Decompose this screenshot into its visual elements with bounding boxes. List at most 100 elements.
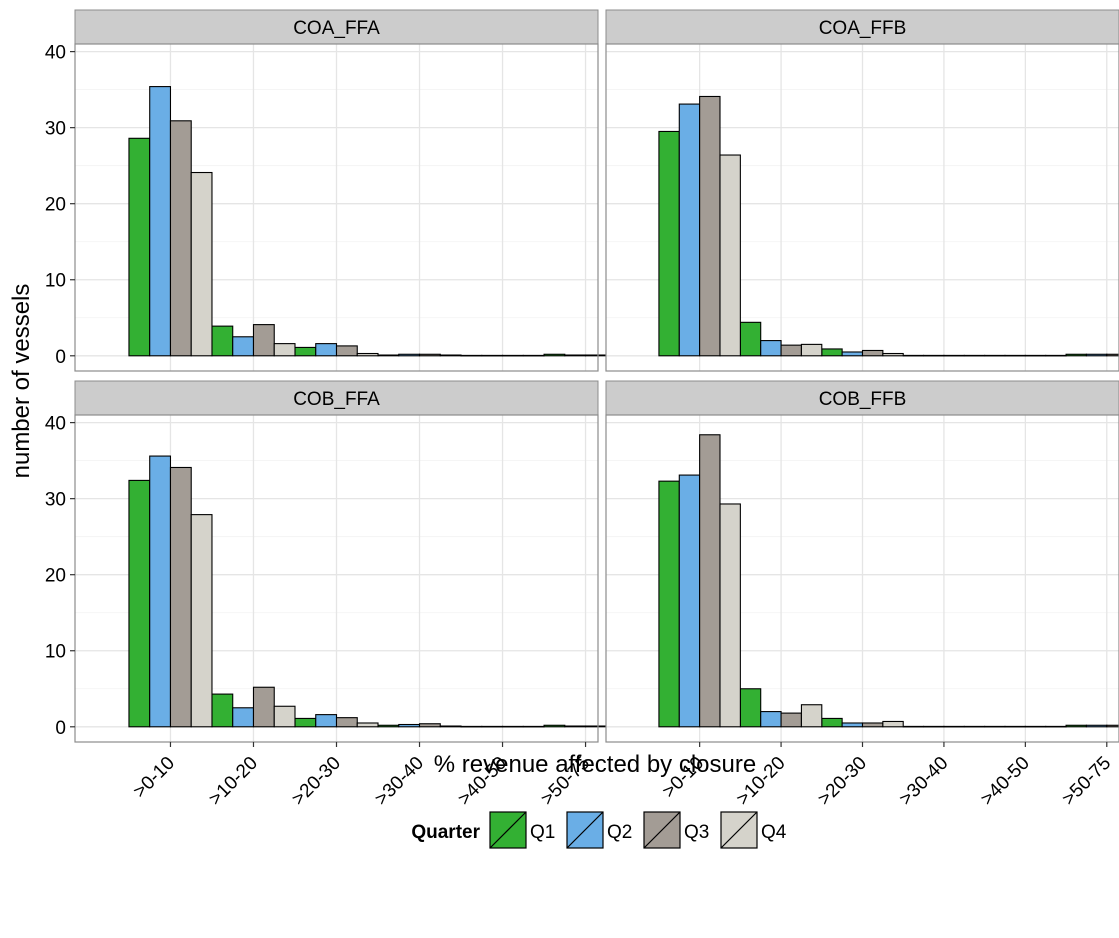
bar-cob-ffb-q1-0-10 [658, 480, 680, 728]
legend-item-q2: Q2 [566, 811, 632, 849]
bar-cob-ffa-q3-0-10 [169, 466, 192, 728]
panel-border-coa-ffb [605, 43, 1119, 372]
bar-cob-ffb-q1-30-40 [902, 725, 925, 728]
bar-cob-ffa-q1-50-75 [543, 724, 566, 728]
y-tick-label: 40 [45, 414, 66, 435]
bar-cob-ffb-q3-30-40 [943, 725, 965, 728]
bar-coa-ffa-q3-10-20 [252, 324, 275, 357]
bar-coa-ffa-q1-40-50 [460, 354, 483, 357]
legend-label-q3: Q3 [684, 822, 709, 843]
bar-cob-ffa-q3-20-30 [335, 717, 358, 728]
strip-coa-ffb [605, 9, 1119, 45]
bar-coa-ffa-q2-30-40 [398, 353, 421, 357]
y-tick-label: 30 [45, 119, 66, 140]
bar-coa-ffb-q4-0-10 [719, 154, 741, 357]
bar-coa-ffa-q4-30-40 [439, 354, 462, 357]
bar-coa-ffb-q3-50-75 [1106, 353, 1119, 357]
bar-coa-ffb-q1-40-50 [984, 354, 1006, 357]
bar-coa-ffb-q4-10-20 [800, 343, 823, 357]
bar-coa-ffa-q1-50-75 [543, 353, 566, 357]
panel-cob-ffa: COB_FFA [74, 380, 628, 743]
y-tick-label: 20 [45, 566, 66, 587]
legend-item-q3: Q3 [643, 811, 709, 849]
bar-cob-ffa-q1-40-50 [460, 725, 483, 728]
legend: Quarter Q1 Q2 Q3 Q4 [411, 811, 787, 849]
bar-cob-ffa-q4-30-40 [439, 725, 462, 728]
legend-label-q4: Q4 [761, 822, 787, 843]
strip-label-coa-ffb: COA_FFB [819, 18, 907, 39]
panel-cob-ffb: COB_FFB [605, 380, 1119, 743]
y-tick-label: 20 [45, 195, 66, 216]
bar-coa-ffb-q4-30-40 [963, 354, 986, 357]
bar-cob-ffa-q2-30-40 [398, 723, 421, 728]
bar-coa-ffb-q2-50-75 [1085, 353, 1108, 357]
bar-cob-ffb-q3-0-10 [699, 434, 721, 728]
panels-layer: COA_FFA COA_FFB COB_FFA COB_FFB [74, 9, 1119, 743]
legend-label-q2: Q2 [607, 822, 632, 843]
bar-coa-ffa-q1-10-20 [211, 325, 234, 357]
bar-coa-ffb-q2-30-40 [923, 354, 945, 357]
strip-label-cob-ffb: COB_FFB [819, 389, 907, 410]
bar-cob-ffa-q4-0-10 [190, 514, 213, 728]
legend-item-q1: Q1 [489, 811, 555, 849]
bar-coa-ffb-q3-0-10 [699, 95, 721, 357]
bar-cob-ffb-q3-20-30 [861, 722, 884, 728]
bar-coa-ffb-q1-20-30 [821, 348, 843, 357]
bar-cob-ffa-q2-10-20 [232, 707, 255, 728]
bar-cob-ffa-q3-30-40 [418, 723, 441, 728]
bars-coa-ffa [128, 86, 628, 357]
bar-cob-ffa-q4-40-50 [522, 725, 545, 728]
bar-coa-ffa-q3-0-10 [169, 120, 192, 357]
bar-coa-ffb-q1-10-20 [739, 321, 762, 357]
bar-coa-ffa-q1-30-40 [377, 354, 400, 357]
bar-coa-ffb-q2-10-20 [760, 340, 782, 357]
bar-cob-ffa-q2-40-50 [481, 725, 504, 728]
bar-coa-ffa-q4-20-30 [356, 352, 379, 357]
legend-title: Quarter [411, 822, 480, 843]
legend-key-slash [643, 811, 681, 849]
x-tick-label: >30-40 [895, 753, 952, 810]
bar-cob-ffa-q4-10-20 [273, 705, 296, 728]
panel-coa-ffb: COA_FFB [605, 9, 1119, 372]
bar-coa-ffa-q2-20-30 [315, 343, 338, 357]
bar-coa-ffa-q1-20-30 [294, 346, 317, 357]
bars-cob-ffb [658, 434, 1119, 728]
bar-cob-ffb-q4-30-40 [963, 725, 986, 728]
bar-cob-ffb-q1-50-75 [1065, 724, 1087, 728]
bar-coa-ffb-q3-30-40 [943, 354, 965, 357]
bar-coa-ffb-q3-20-30 [861, 349, 884, 357]
x-tick-label: >20-30 [288, 753, 345, 810]
bar-cob-ffa-q2-50-75 [564, 725, 587, 728]
bar-cob-ffb-q3-50-75 [1106, 724, 1119, 728]
x-tick-label: >20-30 [814, 753, 871, 810]
bar-coa-ffb-q4-20-30 [882, 352, 904, 357]
bar-cob-ffb-q4-10-20 [800, 704, 823, 728]
bar-cob-ffa-q1-30-40 [377, 724, 400, 728]
bar-coa-ffb-q3-40-50 [1024, 354, 1047, 357]
bar-coa-ffa-q4-10-20 [273, 343, 296, 357]
bar-cob-ffa-q2-0-10 [149, 455, 172, 728]
y-tick-label: 0 [55, 347, 66, 368]
bar-cob-ffb-q1-40-50 [984, 725, 1006, 728]
y-axis-title: number of vessels [8, 284, 35, 479]
legend-key-slash [489, 811, 527, 849]
bar-cob-ffa-q3-50-75 [584, 725, 607, 728]
bar-cob-ffa-q3-40-50 [501, 725, 524, 728]
bar-cob-ffb-q1-20-30 [821, 717, 843, 728]
legend-item-q4: Q4 [720, 811, 787, 849]
y-tick-label: 40 [45, 43, 66, 64]
x-axis-title: % revenue affected by closure [434, 751, 756, 778]
bar-cob-ffb-q2-40-50 [1004, 725, 1026, 728]
y-tick-label: 10 [45, 642, 66, 663]
x-tick-label: >40-50 [977, 753, 1034, 810]
bar-coa-ffb-q4-40-50 [1045, 354, 1067, 357]
bar-coa-ffa-q2-10-20 [232, 336, 255, 357]
bar-cob-ffb-q2-30-40 [923, 725, 945, 728]
x-tick-label: >50-75 [1058, 753, 1115, 810]
strip-cob-ffa [74, 380, 599, 416]
bar-cob-ffb-q2-0-10 [678, 474, 701, 728]
y-tick-label: 10 [45, 271, 66, 292]
bar-coa-ffa-q1-0-10 [128, 137, 151, 357]
bar-cob-ffb-q3-10-20 [780, 712, 802, 728]
